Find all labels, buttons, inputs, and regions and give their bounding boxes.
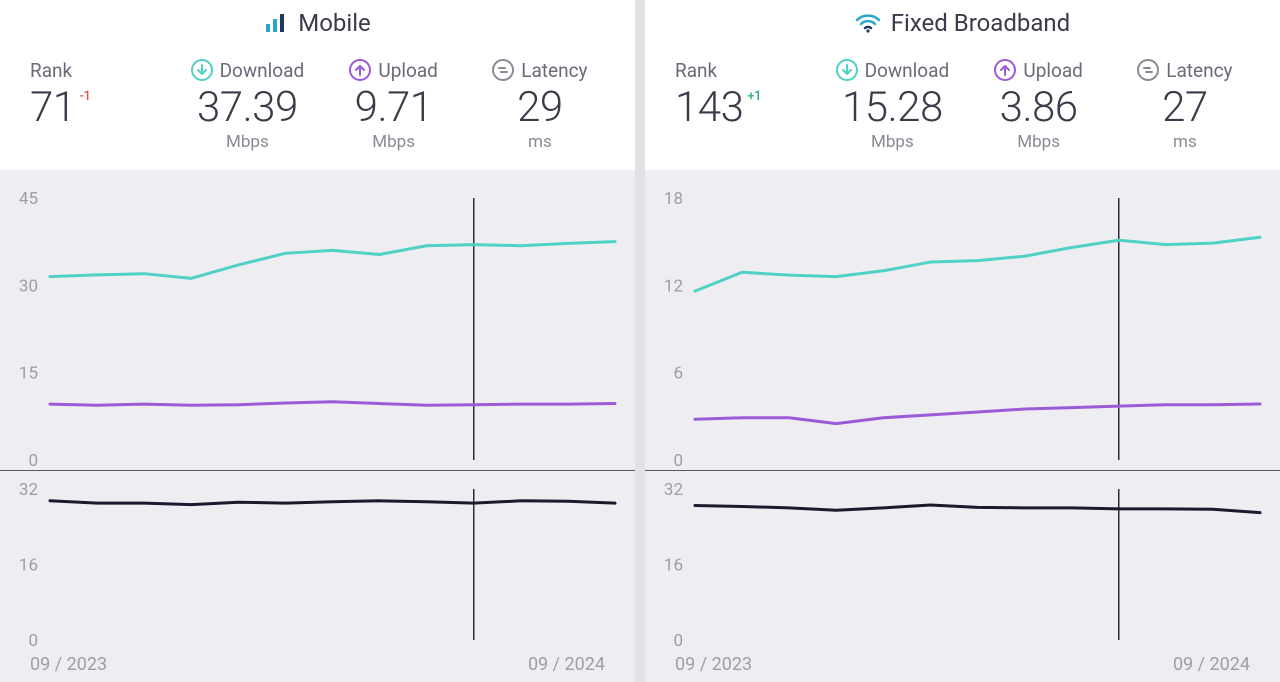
stat-value-wrap: 71 -1 <box>30 86 90 130</box>
stat-download: Download 15.28 Mbps <box>819 58 965 152</box>
date-start: 09 / 2023 <box>30 654 107 675</box>
signal-bars-icon <box>264 12 288 34</box>
stat-label: Download <box>865 59 950 82</box>
svg-text:0: 0 <box>673 451 683 470</box>
latency-icon <box>1137 59 1159 81</box>
stat-label: Rank <box>675 58 717 82</box>
stat-download: Download 37.39 Mbps <box>174 58 320 152</box>
svg-text:18: 18 <box>664 189 683 209</box>
upload-icon <box>349 59 371 81</box>
stat-label: Upload <box>378 59 438 82</box>
stat-rank: Rank 143 +1 <box>667 58 819 130</box>
stat-value: 27 <box>1162 86 1208 130</box>
stats-row: Rank 143 +1 Download 15.28 Mbps <box>645 40 1280 170</box>
date-end: 09 / 2024 <box>1173 654 1250 675</box>
stat-value: 3.86 <box>1000 86 1078 130</box>
date-end: 09 / 2024 <box>528 654 605 675</box>
svg-text:12: 12 <box>664 276 683 296</box>
date-start: 09 / 2023 <box>675 654 752 675</box>
upload-icon <box>994 59 1016 81</box>
panel-title-row: Fixed Broadband <box>645 0 1280 40</box>
download-icon <box>191 59 213 81</box>
stat-rank: Rank 71 -1 <box>22 58 174 130</box>
panel-mobile: Mobile Rank 71 -1 Download 37.39 Mbps <box>0 0 635 682</box>
stat-upload: Upload 3.86 Mbps <box>966 58 1112 152</box>
chart-speed: 0 15 30 45 <box>0 170 635 470</box>
date-axis: 09 / 2023 09 / 2024 <box>645 648 1280 682</box>
chart-speed: 0 6 12 18 <box>645 170 1280 470</box>
svg-text:6: 6 <box>673 364 683 384</box>
rank-delta: -1 <box>80 90 91 104</box>
chart-latency: 0 16 32 <box>0 471 635 648</box>
stat-label: Latency <box>521 59 587 82</box>
rank-delta: +1 <box>747 90 761 104</box>
download-icon <box>836 59 858 81</box>
chart-zone: 0 6 12 18 0 16 32 09 / 2023 09 / 2024 <box>645 170 1280 682</box>
stat-unit: Mbps <box>1017 132 1060 152</box>
panel-title-row: Mobile <box>0 0 635 40</box>
stat-value: 37.39 <box>197 86 298 130</box>
svg-text:32: 32 <box>664 480 683 500</box>
stat-unit: Mbps <box>226 132 269 152</box>
stat-value-wrap: 143 +1 <box>675 86 761 130</box>
panel-fixed-broadband: Fixed Broadband Rank 143 +1 Download 15.… <box>645 0 1280 682</box>
stat-label: Download <box>220 59 305 82</box>
panel-divider <box>635 0 645 682</box>
rank-value: 71 <box>30 86 76 130</box>
latency-icon <box>492 59 514 81</box>
stat-label: Rank <box>30 58 72 82</box>
stats-row: Rank 71 -1 Download 37.39 Mbps <box>0 40 635 170</box>
stat-label: Latency <box>1166 59 1232 82</box>
stat-latency: Latency 29 ms <box>467 58 613 152</box>
stat-label: Upload <box>1023 59 1083 82</box>
stat-value: 9.71 <box>355 86 433 130</box>
svg-text:0: 0 <box>673 631 683 648</box>
svg-text:32: 32 <box>19 480 38 500</box>
svg-text:45: 45 <box>19 189 38 209</box>
date-axis: 09 / 2023 09 / 2024 <box>0 648 635 682</box>
svg-text:30: 30 <box>19 276 38 296</box>
stat-unit: Mbps <box>372 132 415 152</box>
stat-value: 29 <box>517 86 563 130</box>
rank-value: 143 <box>675 86 743 130</box>
stat-unit: ms <box>528 132 552 152</box>
panel-title: Fixed Broadband <box>891 9 1070 37</box>
wifi-icon <box>855 13 881 33</box>
svg-text:16: 16 <box>19 556 38 576</box>
svg-text:0: 0 <box>28 631 38 648</box>
svg-text:0: 0 <box>28 451 38 470</box>
svg-text:15: 15 <box>19 364 38 384</box>
svg-text:16: 16 <box>664 556 683 576</box>
stat-unit: Mbps <box>871 132 914 152</box>
stat-value: 15.28 <box>842 86 943 130</box>
chart-latency: 0 16 32 <box>645 471 1280 648</box>
chart-zone: 0 15 30 45 0 16 32 09 / 2023 09 / 2024 <box>0 170 635 682</box>
panel-title: Mobile <box>298 9 371 37</box>
dashboard: Mobile Rank 71 -1 Download 37.39 Mbps <box>0 0 1280 682</box>
stat-unit: ms <box>1173 132 1197 152</box>
stat-latency: Latency 27 ms <box>1112 58 1258 152</box>
stat-upload: Upload 9.71 Mbps <box>321 58 467 152</box>
